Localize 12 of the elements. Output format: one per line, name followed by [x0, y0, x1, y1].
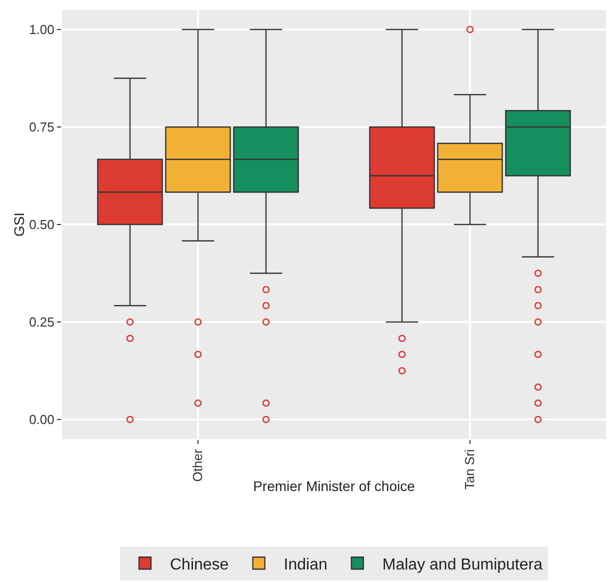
y-tick-label: 0.25 — [29, 314, 54, 330]
y-tick-label: 0.00 — [29, 412, 54, 428]
legend-label: Indian — [284, 556, 328, 574]
x-axis-title: Premier Minister of choice — [253, 478, 416, 494]
legend-label: Chinese — [170, 556, 229, 574]
legend-label: Malay and Bumiputera — [382, 556, 543, 574]
x-tick-label: Other — [190, 448, 206, 482]
x-tick-label: Tan Sri — [462, 449, 478, 490]
y-tick-label: 0.75 — [29, 120, 54, 135]
y-tick-label: 0.50 — [29, 217, 54, 232]
y-tick-label: 1.00 — [29, 22, 54, 38]
y-axis-title: GSI — [11, 212, 27, 237]
